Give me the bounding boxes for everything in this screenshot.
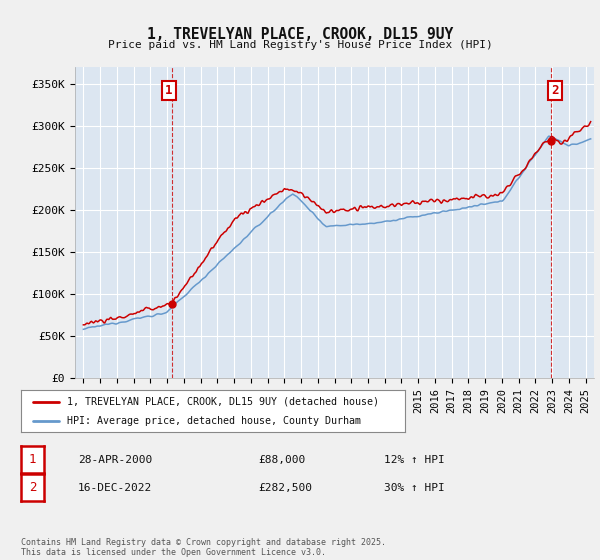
Text: 2: 2 bbox=[551, 84, 559, 97]
Text: 28-APR-2000: 28-APR-2000 bbox=[78, 455, 152, 465]
Text: 30% ↑ HPI: 30% ↑ HPI bbox=[384, 483, 445, 493]
Text: 16-DEC-2022: 16-DEC-2022 bbox=[78, 483, 152, 493]
Text: 1, TREVELYAN PLACE, CROOK, DL15 9UY (detached house): 1, TREVELYAN PLACE, CROOK, DL15 9UY (det… bbox=[67, 396, 379, 407]
Text: 1: 1 bbox=[166, 84, 173, 97]
Text: 1: 1 bbox=[29, 453, 36, 466]
Text: 12% ↑ HPI: 12% ↑ HPI bbox=[384, 455, 445, 465]
Text: £282,500: £282,500 bbox=[258, 483, 312, 493]
Text: £88,000: £88,000 bbox=[258, 455, 305, 465]
Text: 1, TREVELYAN PLACE, CROOK, DL15 9UY: 1, TREVELYAN PLACE, CROOK, DL15 9UY bbox=[147, 27, 453, 42]
Text: Contains HM Land Registry data © Crown copyright and database right 2025.
This d: Contains HM Land Registry data © Crown c… bbox=[21, 538, 386, 557]
Text: HPI: Average price, detached house, County Durham: HPI: Average price, detached house, Coun… bbox=[67, 416, 361, 426]
Text: 2: 2 bbox=[29, 481, 36, 494]
Text: Price paid vs. HM Land Registry's House Price Index (HPI): Price paid vs. HM Land Registry's House … bbox=[107, 40, 493, 50]
